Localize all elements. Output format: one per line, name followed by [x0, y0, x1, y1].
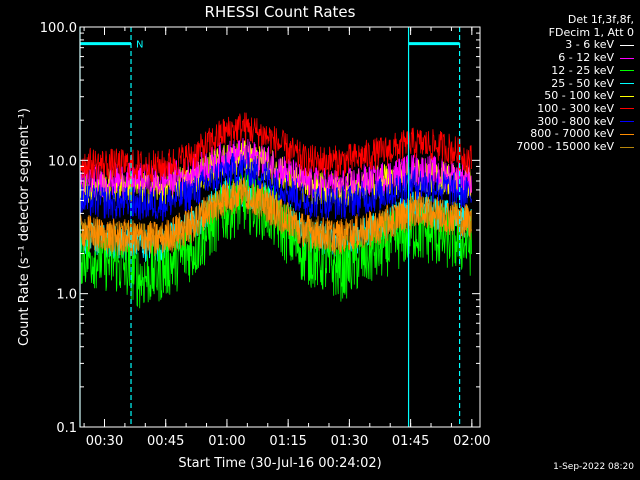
legend-label: 12 - 25 keV [551, 63, 614, 77]
series-line-300-800-kev [79, 151, 472, 222]
marker-label: N [136, 40, 143, 51]
legend-swatch [620, 108, 634, 110]
legend-swatch [620, 44, 634, 46]
legend-header-2: FDecim 1, Att 0 [548, 25, 634, 39]
x-tick-label: 00:30 [86, 434, 123, 449]
legend-item: 800 - 7000 keV [516, 127, 634, 141]
legend-item: 50 - 100 keV [516, 89, 634, 103]
legend-header-1: Det 1f,3f,8f, [567, 13, 634, 26]
legend-swatch [620, 70, 634, 72]
legend-label: 3 - 6 keV [565, 38, 614, 52]
legend-label: 25 - 50 keV [551, 76, 614, 90]
legend-label: 300 - 800 keV [537, 114, 614, 128]
series-line-800-7000-kev [79, 176, 472, 255]
legend-item: 25 - 50 keV [516, 76, 634, 91]
legend-item: 100 - 300 keV [516, 101, 634, 116]
legend-item: 12 - 25 keV [516, 63, 634, 78]
y-axis-label: Count Rate (s⁻¹ detector segment⁻¹) [17, 108, 32, 346]
legend-label: 7000 - 15000 keV [516, 140, 614, 154]
legend-item: 300 - 800 keV [516, 114, 634, 129]
axis-layer: 0.1 1.0 10.0 100.0 00:30 00:45 01:00 01:15 01:30… [40, 21, 491, 449]
x-tick-label: 01:00 [208, 434, 245, 449]
y-tick-label: 1.0 [56, 288, 77, 303]
legend-label: 800 - 7000 keV [530, 127, 614, 141]
legend-swatch [620, 83, 634, 85]
y-tick-label: 10.0 [48, 154, 77, 169]
series-line-25-50-kev [79, 176, 472, 263]
series-layer [79, 112, 472, 309]
legend-swatch [620, 95, 634, 97]
timestamp: 1-Sep-2022 08:20 [553, 462, 634, 472]
legend-item: 6 - 12 keV [516, 51, 634, 65]
series-line-100-300-kev [79, 112, 472, 183]
legend-item: 3 - 6 keV [516, 39, 634, 52]
y-tick-label: 100.0 [40, 21, 77, 36]
x-tick-label: 01:15 [269, 434, 306, 449]
x-tick-label: 00:45 [147, 434, 184, 449]
legend-label: 6 - 12 keV [558, 51, 614, 65]
y-tick-label: 0.1 [56, 421, 77, 436]
chart-title: RHESSI Count Rates [205, 3, 356, 21]
legend-swatch [620, 146, 634, 148]
legend-swatch [620, 133, 634, 135]
legend-label: 50 - 100 keV [544, 89, 614, 103]
series-line-12-25-kev [79, 170, 472, 309]
legend-label: 100 - 300 keV [537, 101, 614, 115]
plot-frame [79, 26, 481, 428]
legend: Det 1f,3f,8f, FDecim 1, Att 0 3 - 6 keV 6… [516, 13, 634, 154]
x-tick-label: 02:00 [453, 434, 490, 449]
legend-swatch [620, 57, 634, 59]
x-axis-label: Start Time (30-Jul-16 00:24:02) [178, 456, 381, 471]
x-tick-label: 01:45 [392, 434, 429, 449]
legend-swatch [620, 121, 634, 123]
legend-item: 7000 - 15000 keV [516, 140, 634, 154]
x-tick-label: 01:30 [331, 434, 368, 449]
